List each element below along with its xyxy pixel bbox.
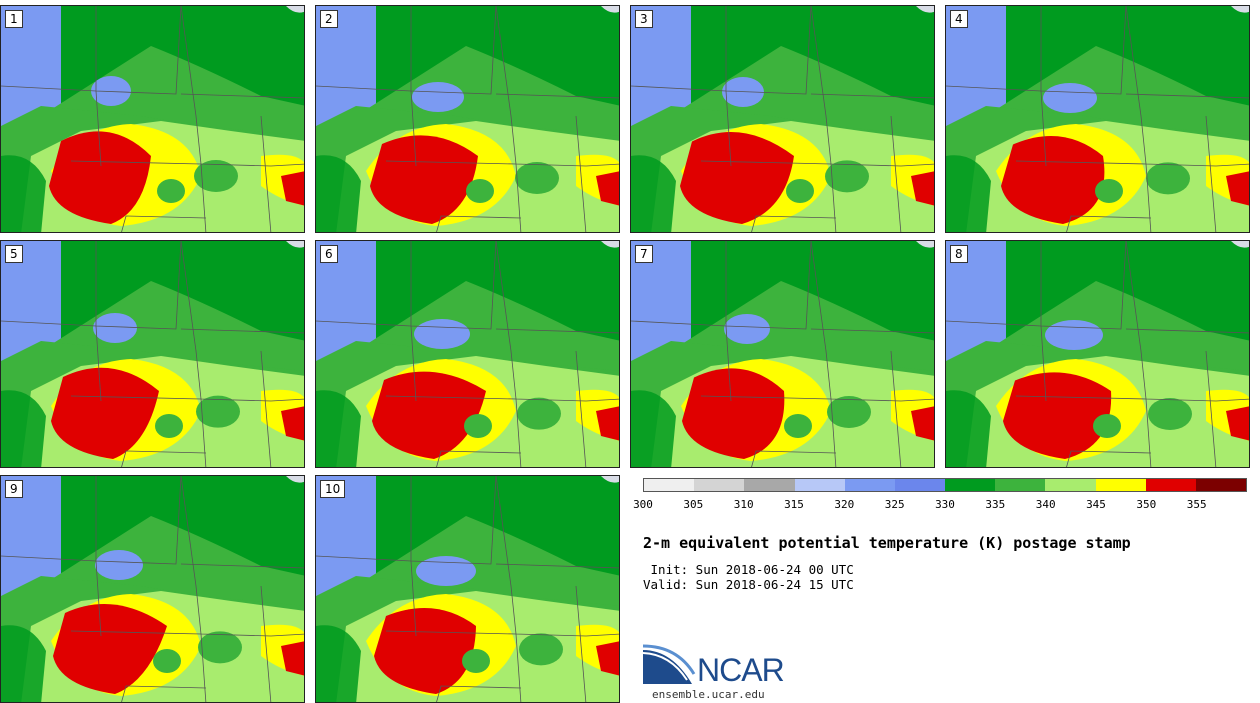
colorbar-swatch <box>995 479 1046 491</box>
colorbar-tick-label: 345 <box>1086 498 1106 511</box>
map-title: 2-m equivalent potential temperature (K)… <box>643 534 1131 552</box>
colorbar-swatch <box>894 479 946 491</box>
member-number-label: 4 <box>950 10 968 28</box>
colorbar-swatch <box>794 479 845 491</box>
valid-time: Valid: Sun 2018-06-24 15 UTC <box>643 577 854 592</box>
colorbar-tick-label: 355 <box>1186 498 1207 511</box>
member-number-label: 7 <box>635 245 653 263</box>
colorbar-swatch <box>644 479 695 491</box>
init-time: Init: Sun 2018-06-24 00 UTC <box>643 562 854 577</box>
colorbar-swatch <box>694 479 745 491</box>
colorbar-tick-label: 315 <box>784 498 804 511</box>
member-number-label: 5 <box>5 245 23 263</box>
colorbar-tick-label: 310 <box>733 498 754 511</box>
ensemble-member-map: 9 <box>0 475 305 703</box>
member-number-label: 9 <box>5 480 23 498</box>
colorbar-swatch <box>945 479 996 491</box>
member-number-label: 8 <box>950 245 968 263</box>
member-number-label: 10 <box>320 480 346 498</box>
colorbar-tick-label: 320 <box>834 498 855 511</box>
ncar-logo-icon <box>642 644 696 684</box>
member-number-label: 1 <box>5 10 23 28</box>
colorbar-swatch <box>1145 479 1196 491</box>
colorbar-swatch <box>844 479 895 491</box>
ensemble-member-map: 10 <box>315 475 620 703</box>
colorbar-tick-label: 305 <box>683 498 704 511</box>
ensemble-member-map: 8 <box>945 240 1250 468</box>
colorbar-tick-label: 325 <box>884 498 905 511</box>
ensemble-member-map: 6 <box>315 240 620 468</box>
colorbar-swatch <box>744 479 795 491</box>
colorbar-tick-label: 335 <box>985 498 1006 511</box>
colorbar-tick-label: 330 <box>935 498 955 511</box>
ensemble-member-map: 5 <box>0 240 305 468</box>
ensemble-member-map: 4 <box>945 5 1250 233</box>
ensemble-member-map: 2 <box>315 5 620 233</box>
member-number-label: 6 <box>320 245 338 263</box>
ensemble-member-map: 7 <box>630 240 935 468</box>
colorbar-swatch <box>1195 479 1247 491</box>
member-number-label: 3 <box>635 10 653 28</box>
colorbar-swatch <box>1045 479 1096 491</box>
colorbar <box>643 478 1247 492</box>
colorbar-tick-label: 300 <box>633 498 653 511</box>
colorbar-tick-label: 350 <box>1136 498 1157 511</box>
ncar-logo-text: NCAR <box>697 652 785 688</box>
colorbar-tick-label: 340 <box>1035 498 1056 511</box>
member-number-label: 2 <box>320 10 338 28</box>
ensemble-member-map: 3 <box>630 5 935 233</box>
site-url: ensemble.ucar.edu <box>652 688 765 701</box>
ensemble-member-map: 1 <box>0 5 305 233</box>
colorbar-swatch <box>1095 479 1146 491</box>
